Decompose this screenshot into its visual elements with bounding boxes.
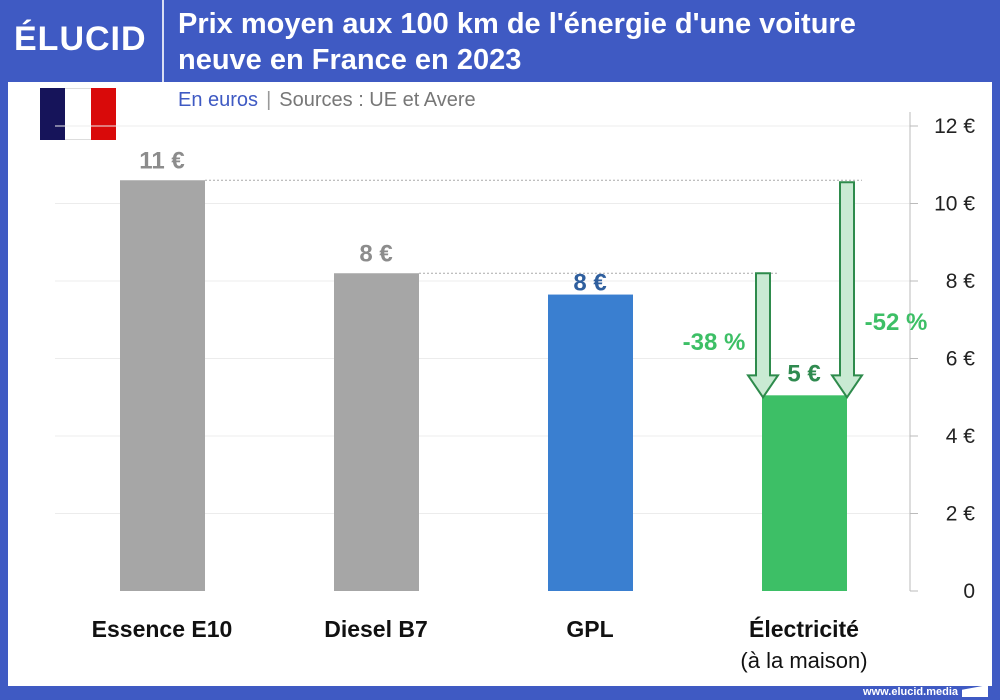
annotation-diesel-reduction: -38 %	[683, 329, 746, 356]
data-label: 8 €	[359, 240, 392, 267]
y-tick-label: 10 €	[934, 193, 975, 216]
annotation-essence-reduction: -52 %	[865, 309, 928, 336]
page-title: Prix moyen aux 100 km de l'énergie d'une…	[178, 6, 978, 78]
data-label: 11 €	[139, 147, 184, 174]
sources-label: Sources : UE et Avere	[279, 89, 476, 111]
arrow-down-icon	[746, 272, 780, 400]
y-tick-label: 0	[963, 580, 975, 603]
unit-label: En euros	[178, 89, 259, 111]
subtitle: En euros | Sources : UE et Avere	[178, 89, 476, 112]
header-divider	[162, 0, 164, 82]
subtitle-separator: |	[266, 89, 272, 111]
y-tick-label: 4 €	[946, 425, 976, 448]
title-line-2: neuve en France en 2023	[178, 44, 522, 76]
elucid-logo: ÉLUCID	[14, 20, 147, 58]
data-label: 5 €	[787, 360, 820, 387]
title-line-1: Prix moyen aux 100 km de l'énergie d'une…	[178, 8, 856, 40]
y-tick-label: 12 €	[934, 115, 975, 138]
y-tick-label: 8 €	[946, 270, 976, 293]
category-label: GPL	[566, 616, 613, 642]
y-tick-label: 2 €	[946, 503, 976, 526]
category-sublabel: (à la maison)	[740, 648, 867, 673]
data-label: 8 €	[573, 270, 606, 297]
category-label: Essence E10	[92, 616, 233, 642]
bar-0	[120, 180, 205, 591]
bar-3	[762, 395, 847, 591]
footer-url[interactable]: www.elucid.media	[863, 686, 958, 698]
bar-2	[548, 294, 633, 591]
france-flag-icon	[40, 88, 116, 140]
arrow-down-icon	[830, 181, 864, 400]
category-label: Diesel B7	[324, 616, 428, 642]
bar-1	[334, 273, 419, 591]
y-tick-label: 6 €	[946, 348, 976, 371]
category-label: Électricité	[749, 615, 859, 642]
